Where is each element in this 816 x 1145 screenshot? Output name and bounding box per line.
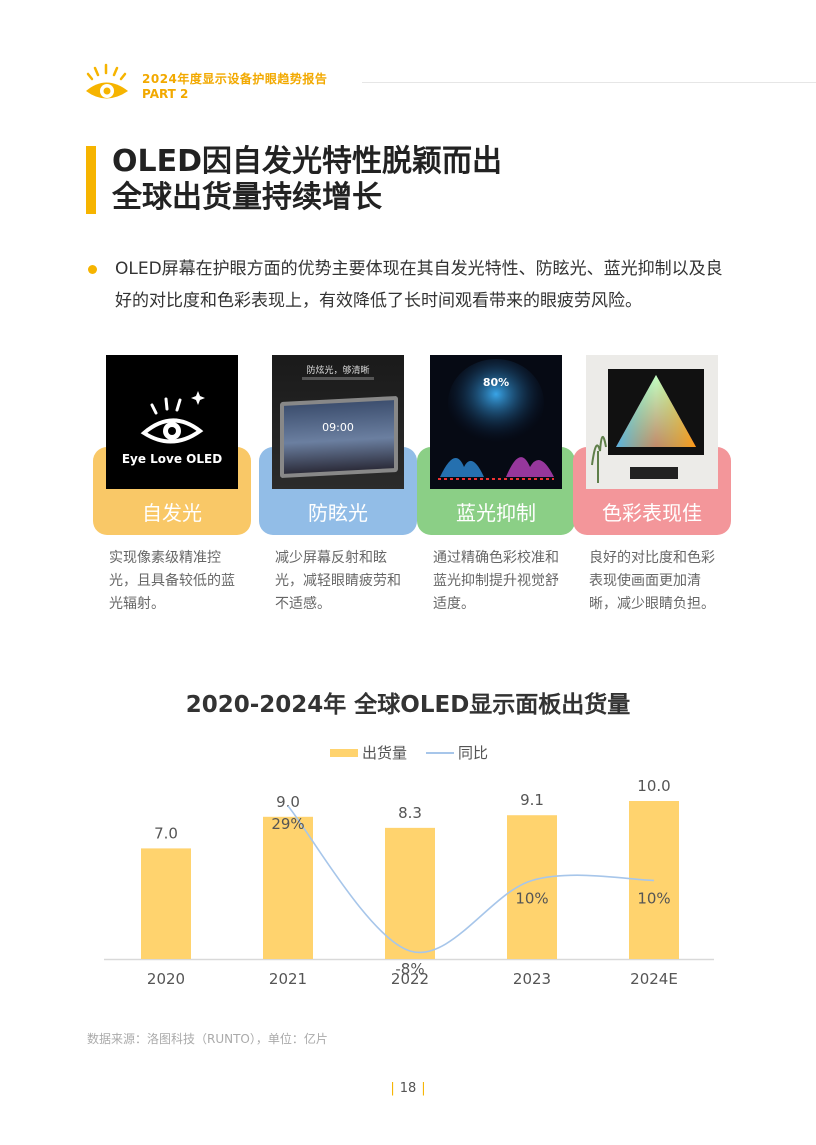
feature-desc: 良好的对比度和色彩表现使画面更加清晰，减少眼睛负担。 (589, 550, 715, 612)
color-triangle-graphic (591, 369, 704, 483)
report-header: 2024年度显示设备护眼趋势报告 PART 2 (84, 62, 816, 106)
page-number-sep-right: | (421, 1081, 426, 1096)
image-caption: 防炫光，够清晰 (306, 366, 370, 376)
bar-value-label: 8.3 (398, 804, 422, 822)
blue-light-graphic (430, 355, 562, 489)
feature-desc: 实现像素级精准控光，且具备较低的蓝光辐射。 (109, 550, 235, 612)
bullet-dot (88, 265, 97, 274)
bar-2022 (385, 827, 435, 959)
feature-image-eye-love-oled: Eye Love OLED (106, 355, 238, 489)
page-number-sep-left: | (390, 1081, 395, 1096)
bar-value-label: 7.0 (154, 824, 178, 842)
part-label: PART 2 (142, 87, 189, 101)
yoy-line (287, 805, 655, 954)
feature-label: 自发光 (142, 501, 202, 525)
eye-glyph-icon (140, 391, 205, 444)
legend-swatch-line (426, 752, 454, 754)
page-number: | 18 | (0, 1081, 816, 1096)
page-title-line1: OLED因自发光特性脱颖而出 (112, 144, 503, 179)
monitor-screen (284, 400, 394, 474)
image-subtext-line (302, 377, 374, 380)
shipment-chart: 7.0 2020 9.0 2021 8.3 2022 9.1 2023 10.0 2024E 29%… (104, 777, 714, 988)
x-tick-label: 2021 (269, 970, 307, 988)
x-tick-label: 2020 (147, 970, 185, 988)
feature-image-display: 防炫光，够清晰 09:00 (272, 355, 404, 489)
feature-image-blue-light: 80% (430, 355, 562, 489)
feature-label: 防眩光 (308, 501, 368, 525)
legend-label-shipments: 出货量 (362, 744, 408, 762)
bar-value-label: 10.0 (637, 777, 670, 795)
report-title: 2024年度显示设备护眼趋势报告 (142, 72, 328, 86)
x-tick-label: 2023 (513, 970, 551, 988)
x-tick-label: 2024E (630, 970, 678, 988)
feature-image-color-triangle (586, 355, 718, 489)
bar-value-label: 9.0 (276, 793, 300, 811)
monitor-frame (280, 395, 398, 479)
bullet-text: OLED屏幕在护眼方面的优势主要体现在其自发光特性、防眩光、蓝光抑制以及良好的对… (115, 259, 723, 311)
yoy-label: 29% (271, 815, 304, 833)
yoy-label: 10% (637, 889, 670, 907)
feature-label: 色彩表现佳 (602, 501, 702, 525)
page-title: OLED因自发光特性脱颖而出 全球出货量持续增长 (112, 144, 502, 216)
bar-2023 (507, 815, 557, 959)
image-caption: Eye Love OLED (121, 452, 223, 466)
x-tick-label: 2022 (391, 970, 429, 988)
legend-swatch-bar (330, 749, 358, 757)
feature-label: 蓝光抑制 (456, 501, 536, 525)
image-percent: 80% (482, 376, 510, 389)
bar-2021 (263, 816, 313, 959)
chart-title: 2020-2024年 全球OLED显示面板出货量 (185, 692, 631, 718)
yoy-label: 10% (515, 889, 548, 907)
yoy-label: -8% (395, 960, 424, 978)
legend-label-yoy: 同比 (458, 744, 489, 762)
header-divider (362, 82, 816, 83)
screen-time: 09:00 (322, 421, 354, 434)
bar-2020 (141, 848, 191, 959)
feature-desc: 减少屏幕反射和眩光，减轻眼睛疲劳和不适感。 (275, 550, 401, 612)
title-accent-bar (86, 146, 96, 214)
page-number-value: 18 (399, 1081, 417, 1096)
page-title-line2: 全球出货量持续增长 (112, 180, 382, 215)
eye-logo-icon (86, 63, 128, 99)
bar-value-label: 9.1 (520, 791, 544, 809)
data-source: 数据来源：洛图科技（RUNTO），单位：亿片 (87, 1032, 328, 1046)
feature-desc: 通过精确色彩校准和蓝光抑制提升视觉舒适度。 (433, 550, 559, 612)
